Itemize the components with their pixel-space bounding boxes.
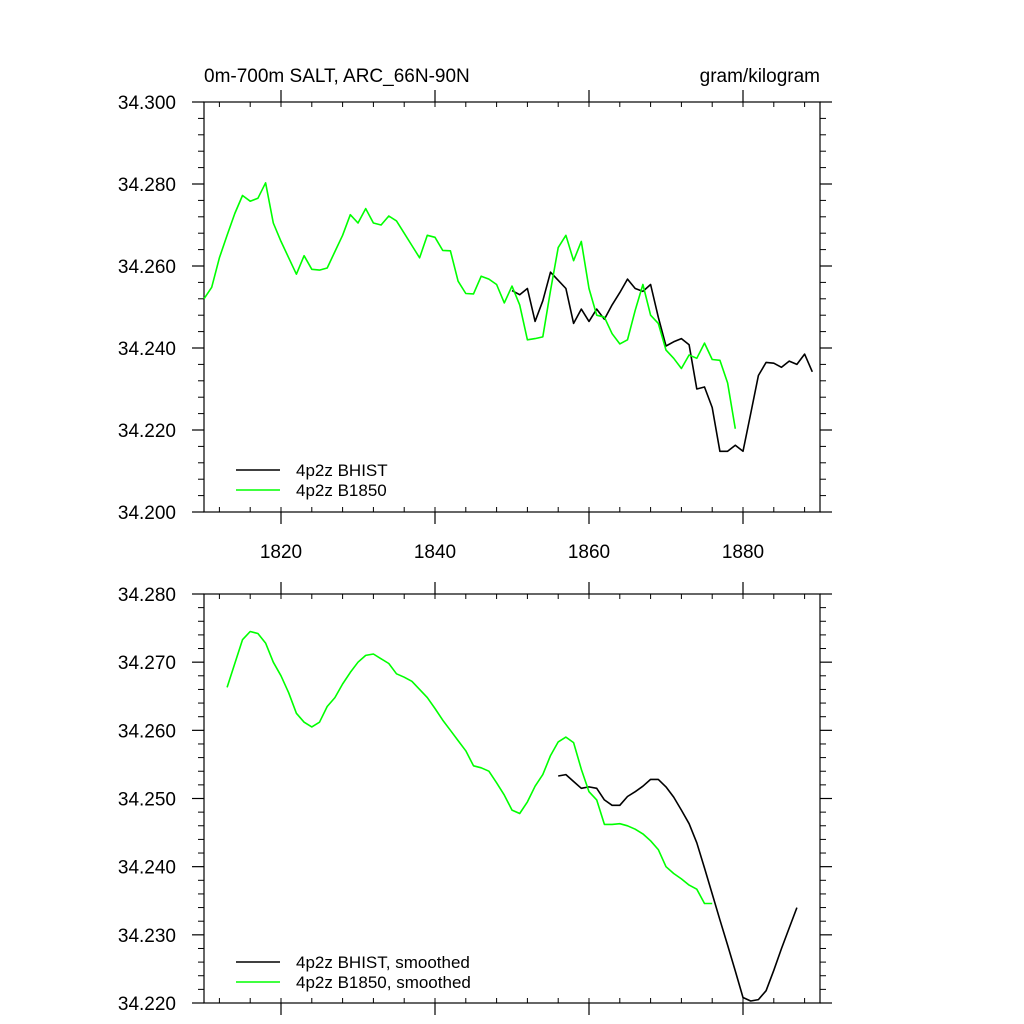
- bottom-axes: 34.220 34.230 34.240 34.250 34.260 34.270 34.2…: [118, 582, 832, 1015]
- top-series-line-bhist: [511, 271, 814, 453]
- bottom-series: [226, 630, 798, 1002]
- top-x-tick-label-1840: 1840: [414, 542, 456, 563]
- top-series-line-b1850: [203, 182, 737, 429]
- top-x-tick-label-1880: 1880: [722, 542, 764, 563]
- bottom-y-tick-label: 34.250: [118, 790, 176, 811]
- top-axes: 1820 1840 1860 1880 34.200 34.220 34.240 34.260…: [118, 90, 832, 563]
- bottom-legend: 4p2z BHIST, smoothed 4p2z B1850, smoothe…: [236, 953, 471, 992]
- top-units: gram/kilogram: [700, 66, 820, 87]
- top-plot-frame: [203, 101, 821, 513]
- legend-label-bhist: 4p2z BHIST: [296, 461, 388, 480]
- legend-label-b1850-smoothed: 4p2z B1850, smoothed: [296, 973, 471, 992]
- bottom-plot-frame: [203, 593, 821, 1004]
- top-y-tick-label: 34.200: [118, 503, 176, 524]
- top-x-tick-label-1820: 1820: [260, 542, 302, 563]
- top-y-tick-label: 34.260: [118, 257, 176, 278]
- bottom-series-line-bhist: [558, 773, 798, 1002]
- legend-label-b1850: 4p2z B1850: [296, 481, 387, 500]
- bottom-series-line-b1850: [226, 630, 713, 905]
- bottom-y-tick-label: 34.240: [118, 858, 176, 879]
- top-series: [203, 182, 814, 453]
- top-panel: 0m-700m SALT, ARC_66N-90N gram/kilogram …: [118, 66, 832, 563]
- bottom-y-tick-label: 34.230: [118, 926, 176, 947]
- bottom-y-tick-label: 34.260: [118, 721, 176, 742]
- bottom-y-tick-label: 34.280: [118, 585, 176, 606]
- bottom-y-tick-label: 34.220: [118, 994, 176, 1015]
- top-x-tick-label-1860: 1860: [568, 542, 610, 563]
- top-y-tick-label: 34.220: [118, 421, 176, 442]
- top-y-tick-label: 34.240: [118, 339, 176, 360]
- top-y-tick-label: 34.280: [118, 175, 176, 196]
- bottom-y-tick-label: 34.270: [118, 653, 176, 674]
- top-legend: 4p2z BHIST 4p2z B1850: [236, 461, 388, 500]
- legend-label-bhist-smoothed: 4p2z BHIST, smoothed: [296, 953, 470, 972]
- top-title: 0m-700m SALT, ARC_66N-90N: [204, 66, 470, 87]
- bottom-panel: 34.220 34.230 34.240 34.250 34.260 34.270 34.2…: [118, 582, 832, 1015]
- top-y-tick-label: 34.300: [118, 93, 176, 114]
